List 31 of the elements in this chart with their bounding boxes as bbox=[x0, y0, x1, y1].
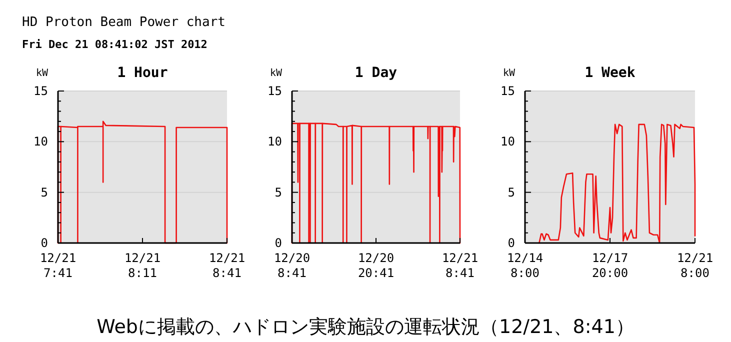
y-tick-label: 10 bbox=[500, 134, 515, 149]
x-tick-label: 12/20 8:41 bbox=[274, 251, 310, 280]
y-tick-label: 0 bbox=[40, 236, 48, 250]
y-tick-label: 10 bbox=[268, 134, 282, 149]
y-tick-label: 0 bbox=[274, 236, 282, 250]
x-tick-label: 12/21 8:41 bbox=[442, 251, 478, 280]
y-axis-title: kW bbox=[270, 68, 284, 79]
chart-title: 1 Hour bbox=[117, 65, 168, 81]
x-tick-label: 12/21 8:41 bbox=[208, 251, 246, 280]
x-tick-label: 12/17 20:00 bbox=[592, 251, 628, 280]
y-tick-label: 15 bbox=[500, 84, 515, 98]
y-tick-label: 0 bbox=[508, 236, 515, 250]
y-axis-title: kW bbox=[36, 68, 50, 79]
x-tick-label: 12/20 20:41 bbox=[358, 251, 394, 280]
y-tick-label: 5 bbox=[274, 185, 282, 200]
y-tick-label: 15 bbox=[34, 84, 48, 98]
y-axis-title: kW bbox=[503, 68, 516, 79]
x-tick-label: 12/14 8:00 bbox=[506, 251, 544, 280]
y-tick-label: 15 bbox=[268, 84, 282, 98]
line-series bbox=[538, 124, 696, 244]
x-tick-label: 12/21 8:00 bbox=[676, 251, 714, 280]
x-tick-label: 12/21 8:11 bbox=[124, 251, 161, 280]
text: Fri Dec 21 08:41:02 JST 2012 bbox=[22, 38, 208, 51]
text: HD Proton Beam Power chart bbox=[22, 15, 226, 30]
x-tick-label: 12/21 7:41 bbox=[40, 251, 76, 280]
chart-title: 1 Day bbox=[354, 65, 398, 81]
text: Webに掲載の、ハドロン実験施設の運転状況（12/21、8:41） bbox=[96, 316, 634, 338]
y-tick-label: 5 bbox=[508, 185, 515, 200]
y-tick-label: 10 bbox=[34, 134, 48, 149]
chart-title: 1 Week bbox=[584, 65, 636, 81]
y-tick-label: 5 bbox=[40, 185, 48, 200]
